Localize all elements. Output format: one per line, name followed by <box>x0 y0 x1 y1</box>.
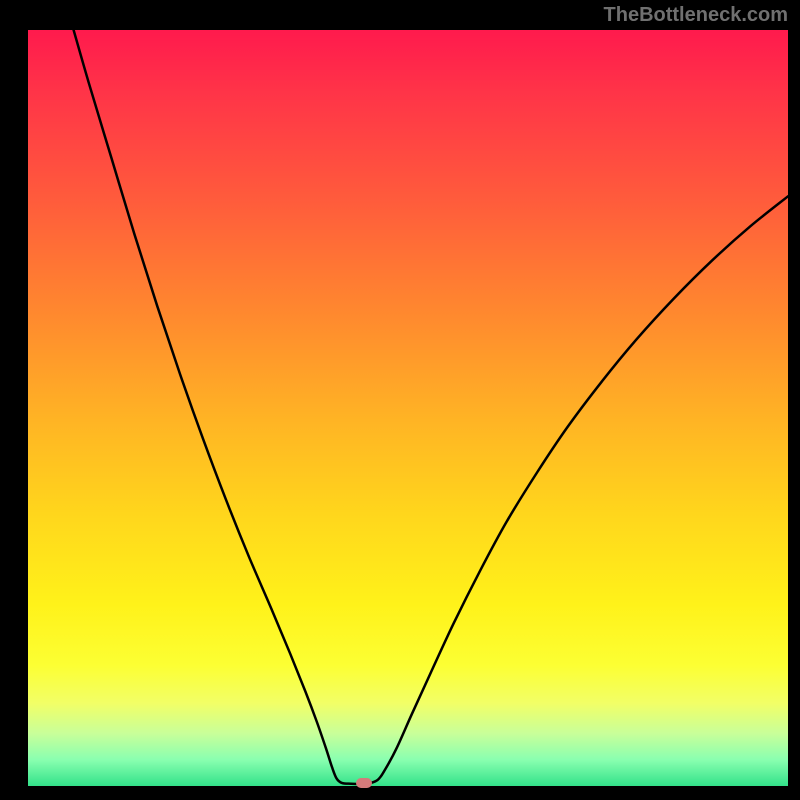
curve-path <box>74 30 788 784</box>
bottleneck-curve <box>28 30 788 786</box>
watermark-text: TheBottleneck.com <box>604 4 788 27</box>
plot-area <box>28 30 788 786</box>
optimal-point-marker <box>356 778 372 788</box>
